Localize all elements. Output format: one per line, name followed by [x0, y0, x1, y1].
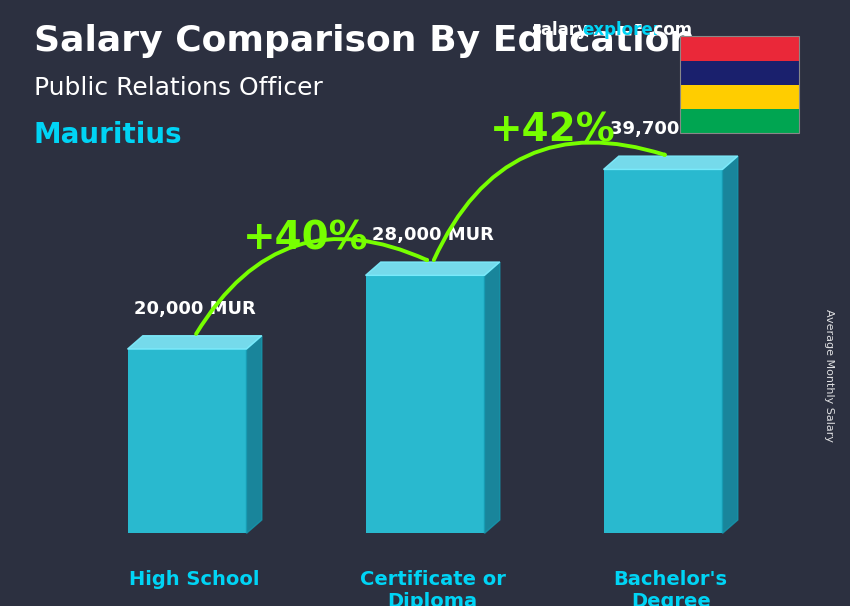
Bar	[680, 61, 799, 85]
Bar	[680, 85, 799, 109]
Text: +40%: +40%	[243, 220, 369, 258]
Text: High School: High School	[129, 570, 260, 588]
Polygon shape	[366, 262, 500, 275]
Text: Salary Comparison By Education: Salary Comparison By Education	[34, 24, 695, 58]
Text: 28,000 MUR: 28,000 MUR	[371, 226, 494, 244]
Text: Average Monthly Salary: Average Monthly Salary	[824, 309, 834, 442]
Bar	[680, 36, 799, 133]
Text: 39,700 MUR: 39,700 MUR	[609, 120, 732, 138]
Polygon shape	[722, 156, 738, 533]
Text: Mauritius: Mauritius	[34, 121, 183, 149]
Text: Certificate or
Diploma: Certificate or Diploma	[360, 570, 506, 606]
Bar	[604, 170, 722, 533]
Text: +42%: +42%	[490, 112, 615, 150]
Text: Bachelor's
Degree: Bachelor's Degree	[614, 570, 728, 606]
Text: 20,000 MUR: 20,000 MUR	[133, 299, 256, 318]
Text: .com: .com	[648, 21, 693, 39]
Text: Public Relations Officer: Public Relations Officer	[34, 76, 323, 100]
Polygon shape	[128, 336, 262, 349]
Text: salary: salary	[531, 21, 588, 39]
Bar	[128, 349, 246, 533]
Bar	[680, 109, 799, 133]
Bar	[366, 275, 484, 533]
Bar	[680, 36, 799, 61]
Polygon shape	[604, 156, 738, 170]
Polygon shape	[246, 336, 262, 533]
Polygon shape	[484, 262, 500, 533]
Text: explorer: explorer	[582, 21, 661, 39]
